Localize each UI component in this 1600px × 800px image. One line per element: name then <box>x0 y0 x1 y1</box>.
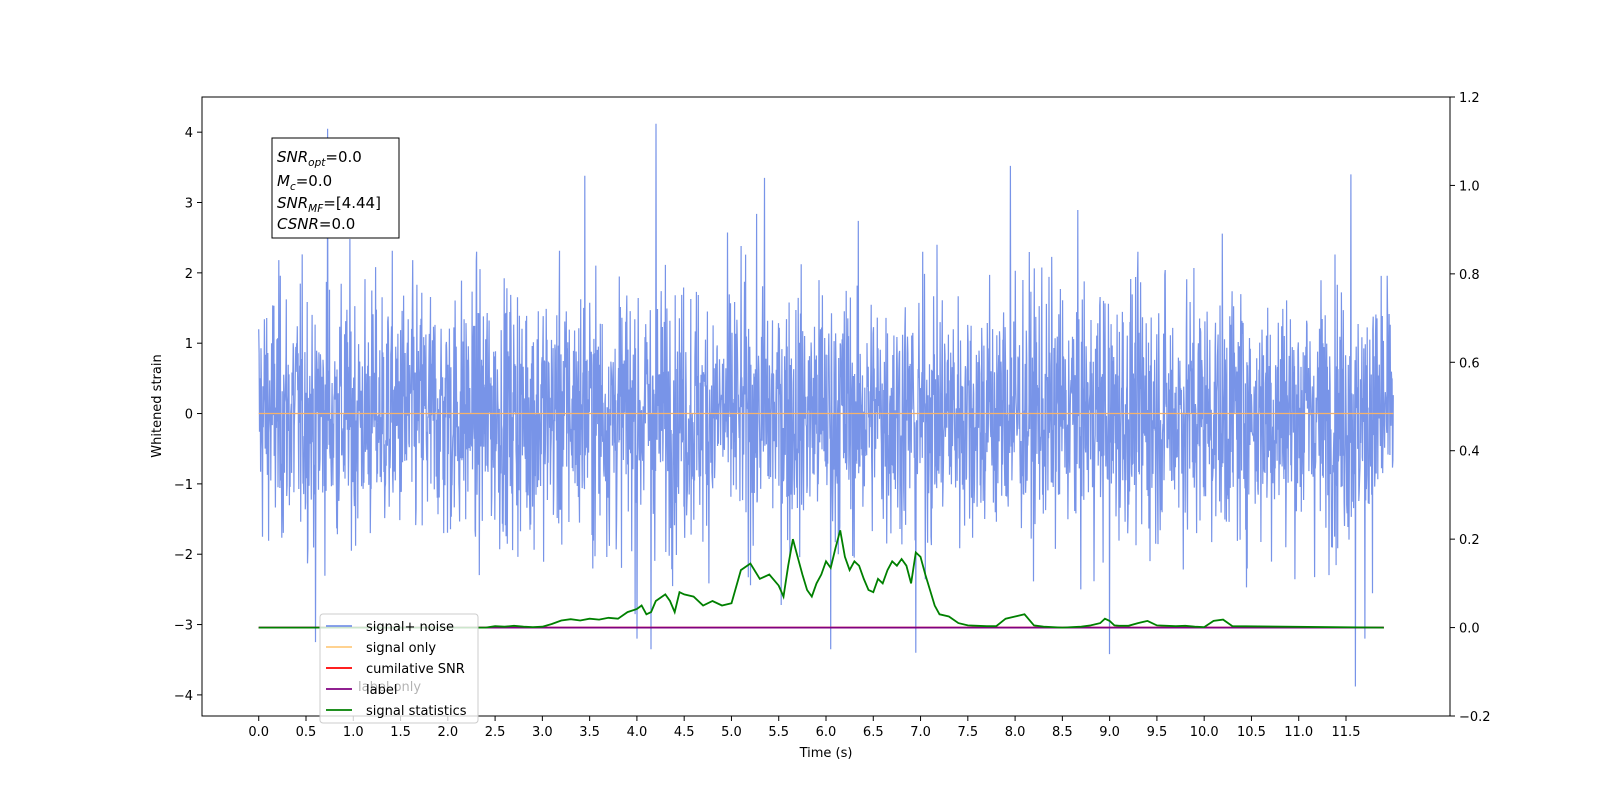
x-tick-label: 2.5 <box>485 725 506 740</box>
annotation-snr-mf: SNRMF=[4.44] <box>277 194 381 215</box>
y-right-tick-label: 0.6 <box>1459 356 1480 371</box>
y-axis-title: Whitened strain <box>150 354 165 457</box>
annotation-box: SNRopt=0.0 Mc=0.0 SNRMF=[4.44] CSNR=0.0 <box>271 137 400 239</box>
x-tick-label: 0.0 <box>248 725 269 740</box>
y-left-tick-label: −1 <box>174 478 193 493</box>
y-left-tick-label: 2 <box>185 267 193 282</box>
y-left-tick-label: 1 <box>185 337 193 352</box>
annotation-snr-opt: SNRopt=0.0 <box>277 148 362 169</box>
x-tick-label: 3.5 <box>579 725 600 740</box>
x-tick-label: 0.5 <box>296 725 317 740</box>
y-axis-left: −4 −3 −2 −1 0 1 2 3 4 <box>174 126 202 704</box>
x-tick-label: 9.0 <box>1099 725 1120 740</box>
y-right-tick-label: 0.4 <box>1459 445 1480 460</box>
x-tick-label: 4.0 <box>627 725 648 740</box>
x-tick-label: 5.0 <box>721 725 742 740</box>
x-tick-label: 3.0 <box>532 725 553 740</box>
x-tick-label: 8.5 <box>1052 725 1073 740</box>
y-right-tick-label: 1.2 <box>1459 91 1480 106</box>
y-left-tick-label: 4 <box>185 126 193 141</box>
x-tick-label: 10.5 <box>1237 725 1266 740</box>
y-left-tick-label: −4 <box>174 689 193 704</box>
series-signal-noise <box>258 123 1394 687</box>
legend-label: signal only <box>366 641 436 656</box>
y-left-tick-label: 3 <box>185 197 193 212</box>
x-tick-label: 11.5 <box>1332 725 1361 740</box>
legend-hidden-label-only: label only <box>358 680 421 695</box>
legend-label: cumilative SNR <box>366 662 465 677</box>
x-tick-label: 2.0 <box>437 725 458 740</box>
x-tick-label: 10.0 <box>1190 725 1219 740</box>
x-tick-label: 8.0 <box>1005 725 1026 740</box>
y-left-tick-label: −3 <box>174 619 193 634</box>
y-right-tick-label: 0.0 <box>1459 622 1480 637</box>
legend: label only signal+ noise signal only cumil… <box>319 613 479 724</box>
legend-frame <box>319 613 479 724</box>
x-tick-label: 9.5 <box>1147 725 1168 740</box>
x-axis: 0.0 0.5 1.0 1.5 2.0 2.5 3.0 3.5 4.0 4.5 5.0 5.5 6.0 6… <box>248 716 1360 740</box>
y-right-tick-label: 1.0 <box>1459 179 1480 194</box>
x-tick-label: 11.0 <box>1284 725 1313 740</box>
annotation-csnr: CSNR=0.0 <box>277 215 355 233</box>
y-left-tick-label: 0 <box>185 408 193 423</box>
y-left-tick-label: −2 <box>174 548 193 563</box>
x-tick-label: 6.5 <box>863 725 884 740</box>
legend-items: signal+ noise signal only cumilative SNR la… <box>326 620 467 719</box>
y-axis-right: −0.2 0.0 0.2 0.4 0.6 0.8 1.0 1.2 <box>1450 91 1491 725</box>
x-tick-label: 6.0 <box>816 725 837 740</box>
plot-area <box>258 123 1394 687</box>
y-right-tick-label: 0.8 <box>1459 268 1480 283</box>
x-tick-label: 4.5 <box>674 725 695 740</box>
legend-label: signal+ noise <box>366 620 454 635</box>
x-tick-label: 7.5 <box>957 725 978 740</box>
y-right-tick-label: −0.2 <box>1459 710 1491 725</box>
legend-label: label <box>366 683 397 698</box>
annotation-frame <box>271 137 400 239</box>
x-tick-label: 1.0 <box>343 725 364 740</box>
series-signal-statistics <box>258 530 1384 629</box>
x-tick-label: 7.0 <box>910 725 931 740</box>
x-axis-title: Time (s) <box>799 746 853 761</box>
x-tick-label: 5.5 <box>768 725 789 740</box>
x-tick-label: 1.5 <box>390 725 411 740</box>
y-right-tick-label: 0.2 <box>1459 533 1480 548</box>
legend-label: signal statistics <box>366 704 467 719</box>
annotation-mc: Mc=0.0 <box>277 172 332 193</box>
